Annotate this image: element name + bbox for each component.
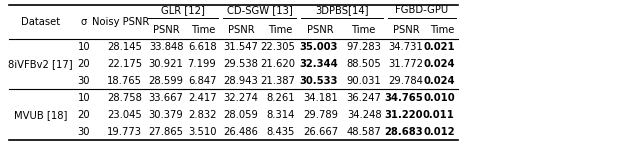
Text: 33.848: 33.848	[149, 42, 183, 52]
Text: Time: Time	[191, 25, 216, 35]
Text: PSNR: PSNR	[228, 25, 254, 35]
Text: 29.538: 29.538	[223, 59, 258, 69]
Text: 36.247: 36.247	[346, 93, 381, 103]
Text: 2.417: 2.417	[188, 93, 216, 103]
Text: 30.921: 30.921	[148, 59, 183, 69]
Text: 34.181: 34.181	[303, 93, 338, 103]
Text: 28.683: 28.683	[384, 127, 423, 137]
Text: 30: 30	[77, 76, 90, 86]
Text: 34.731: 34.731	[388, 42, 423, 52]
Text: 35.003: 35.003	[300, 42, 338, 52]
Text: 26.486: 26.486	[223, 127, 258, 137]
Text: PSNR: PSNR	[153, 25, 180, 35]
Text: 29.789: 29.789	[303, 110, 338, 120]
Text: 26.667: 26.667	[303, 127, 338, 137]
Text: 21.387: 21.387	[260, 76, 295, 86]
Text: 0.012: 0.012	[423, 127, 454, 137]
Text: 3.510: 3.510	[188, 127, 216, 137]
Text: 6.618: 6.618	[188, 42, 216, 52]
Text: 8iVFBv2 [17]: 8iVFBv2 [17]	[8, 59, 73, 69]
Text: 2.832: 2.832	[188, 110, 216, 120]
Text: 30: 30	[77, 127, 90, 137]
Text: 31.772: 31.772	[388, 59, 423, 69]
Text: PSNR: PSNR	[307, 25, 333, 35]
Text: 6.847: 6.847	[188, 76, 216, 86]
Text: 0.024: 0.024	[423, 59, 454, 69]
Text: 33.667: 33.667	[148, 93, 183, 103]
Text: 28.758: 28.758	[107, 93, 142, 103]
Text: 8.261: 8.261	[266, 93, 295, 103]
Text: 27.865: 27.865	[148, 127, 183, 137]
Text: Time: Time	[351, 25, 376, 35]
Text: 28.059: 28.059	[223, 110, 258, 120]
Text: 34.765: 34.765	[384, 93, 423, 103]
Text: GLR [12]: GLR [12]	[161, 5, 205, 15]
Text: 23.045: 23.045	[107, 110, 142, 120]
Text: 30.533: 30.533	[300, 76, 338, 86]
Text: 30.379: 30.379	[148, 110, 183, 120]
Text: Time: Time	[430, 25, 455, 35]
Text: CD-SGW [13]: CD-SGW [13]	[227, 5, 292, 15]
Text: 21.620: 21.620	[260, 59, 295, 69]
Text: Dataset: Dataset	[21, 16, 60, 27]
Text: PSNR: PSNR	[392, 25, 419, 35]
Text: 28.145: 28.145	[107, 42, 142, 52]
Text: 19.773: 19.773	[107, 127, 142, 137]
Text: 8.314: 8.314	[266, 110, 295, 120]
Text: 0.021: 0.021	[423, 42, 454, 52]
Text: 10: 10	[77, 93, 90, 103]
Text: 90.031: 90.031	[347, 76, 381, 86]
Text: 3DPBS[14]: 3DPBS[14]	[315, 5, 369, 15]
Text: 8.435: 8.435	[266, 127, 295, 137]
Text: 0.010: 0.010	[423, 93, 454, 103]
Text: 31.547: 31.547	[223, 42, 258, 52]
Text: 20: 20	[77, 59, 90, 69]
Text: 31.220: 31.220	[384, 110, 423, 120]
Text: 7.199: 7.199	[188, 59, 216, 69]
Text: σ: σ	[81, 16, 87, 27]
Text: 28.599: 28.599	[148, 76, 183, 86]
Text: 88.505: 88.505	[347, 59, 381, 69]
Text: FGBD-GPU: FGBD-GPU	[396, 5, 449, 15]
Text: 48.587: 48.587	[347, 127, 381, 137]
Text: 10: 10	[77, 42, 90, 52]
Text: 28.943: 28.943	[223, 76, 258, 86]
Text: 97.283: 97.283	[346, 42, 381, 52]
Text: 32.344: 32.344	[300, 59, 338, 69]
Text: 22.175: 22.175	[107, 59, 142, 69]
Text: 0.024: 0.024	[423, 76, 454, 86]
Text: 20: 20	[77, 110, 90, 120]
Text: Noisy PSNR: Noisy PSNR	[92, 16, 150, 27]
Text: 0.011: 0.011	[423, 110, 454, 120]
Text: MVUB [18]: MVUB [18]	[14, 110, 67, 120]
Text: 32.274: 32.274	[223, 93, 258, 103]
Text: 34.248: 34.248	[347, 110, 381, 120]
Text: 29.784: 29.784	[388, 76, 423, 86]
Text: 22.305: 22.305	[260, 42, 295, 52]
Text: 18.765: 18.765	[107, 76, 142, 86]
Text: Time: Time	[268, 25, 292, 35]
